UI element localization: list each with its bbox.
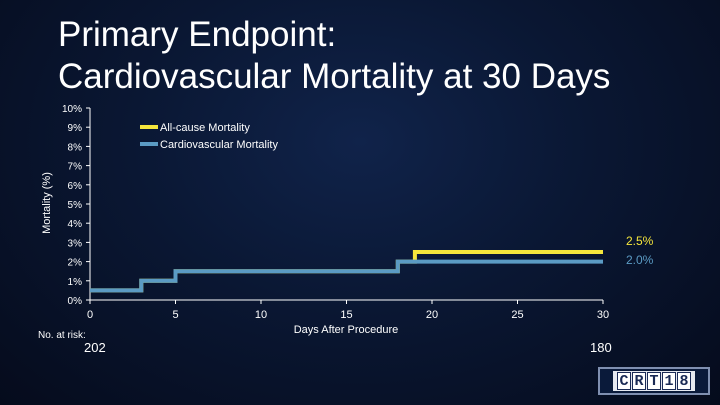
x-tick-label: 5 — [172, 309, 178, 321]
series-end-label: 2.5% — [626, 234, 654, 248]
y-tick-label: 9% — [68, 123, 83, 134]
no-at-risk-start: 202 — [84, 340, 106, 355]
y-axis-label: Mortality (%) — [41, 172, 53, 234]
chart-series: 2.5% 2.0% — [90, 234, 654, 293]
y-tick-label: 2% — [68, 258, 83, 269]
title-line-2: Cardiovascular Mortality at 30 Days — [58, 57, 611, 96]
logo-letter: C — [617, 372, 631, 390]
chart-legend: All-cause Mortality Cardiovascular Mortal… — [140, 122, 278, 151]
x-tick-label: 20 — [426, 309, 438, 321]
y-tick-label: 1% — [68, 277, 83, 288]
logo-letter: R — [632, 372, 646, 390]
logo-letter: T — [647, 372, 661, 390]
x-tick-label: 30 — [597, 309, 609, 321]
series-end-label: 2.0% — [626, 253, 654, 267]
legend-entry: Cardiovascular Mortality — [160, 139, 278, 151]
x-tick-label: 25 — [511, 309, 523, 321]
chart-axes: 0% 1% 2% 3% 4% 5% 6% 7% 8% 9% 10% 0 5 10 15 20 25 30 — [62, 104, 609, 321]
no-at-risk-end: 180 — [590, 340, 612, 355]
x-tick-label: 15 — [340, 309, 352, 321]
logo-letter: 8 — [677, 372, 691, 390]
no-at-risk-label: No. at risk: — [38, 330, 86, 341]
y-tick-label: 7% — [68, 162, 83, 173]
y-tick-label: 4% — [68, 219, 83, 230]
y-tick-label: 8% — [68, 142, 83, 153]
x-tick-label: 0 — [87, 309, 93, 321]
title-line-1: Primary Endpoint: — [58, 15, 337, 54]
y-tick-label: 6% — [68, 181, 83, 192]
x-axis-label: Days After Procedure — [294, 324, 399, 336]
slide-title: Primary Endpoint: Cardiovascular Mortali… — [58, 14, 698, 98]
x-tick-label: 10 — [255, 309, 267, 321]
y-tick-label: 5% — [68, 200, 83, 211]
legend-entry: All-cause Mortality — [160, 122, 250, 134]
series-line-cardiovascular — [90, 259, 603, 293]
y-tick-label: 3% — [68, 238, 83, 249]
y-tick-label: 0% — [68, 296, 83, 307]
logo-letter: 1 — [662, 372, 676, 390]
y-tick-label: 10% — [62, 104, 82, 115]
